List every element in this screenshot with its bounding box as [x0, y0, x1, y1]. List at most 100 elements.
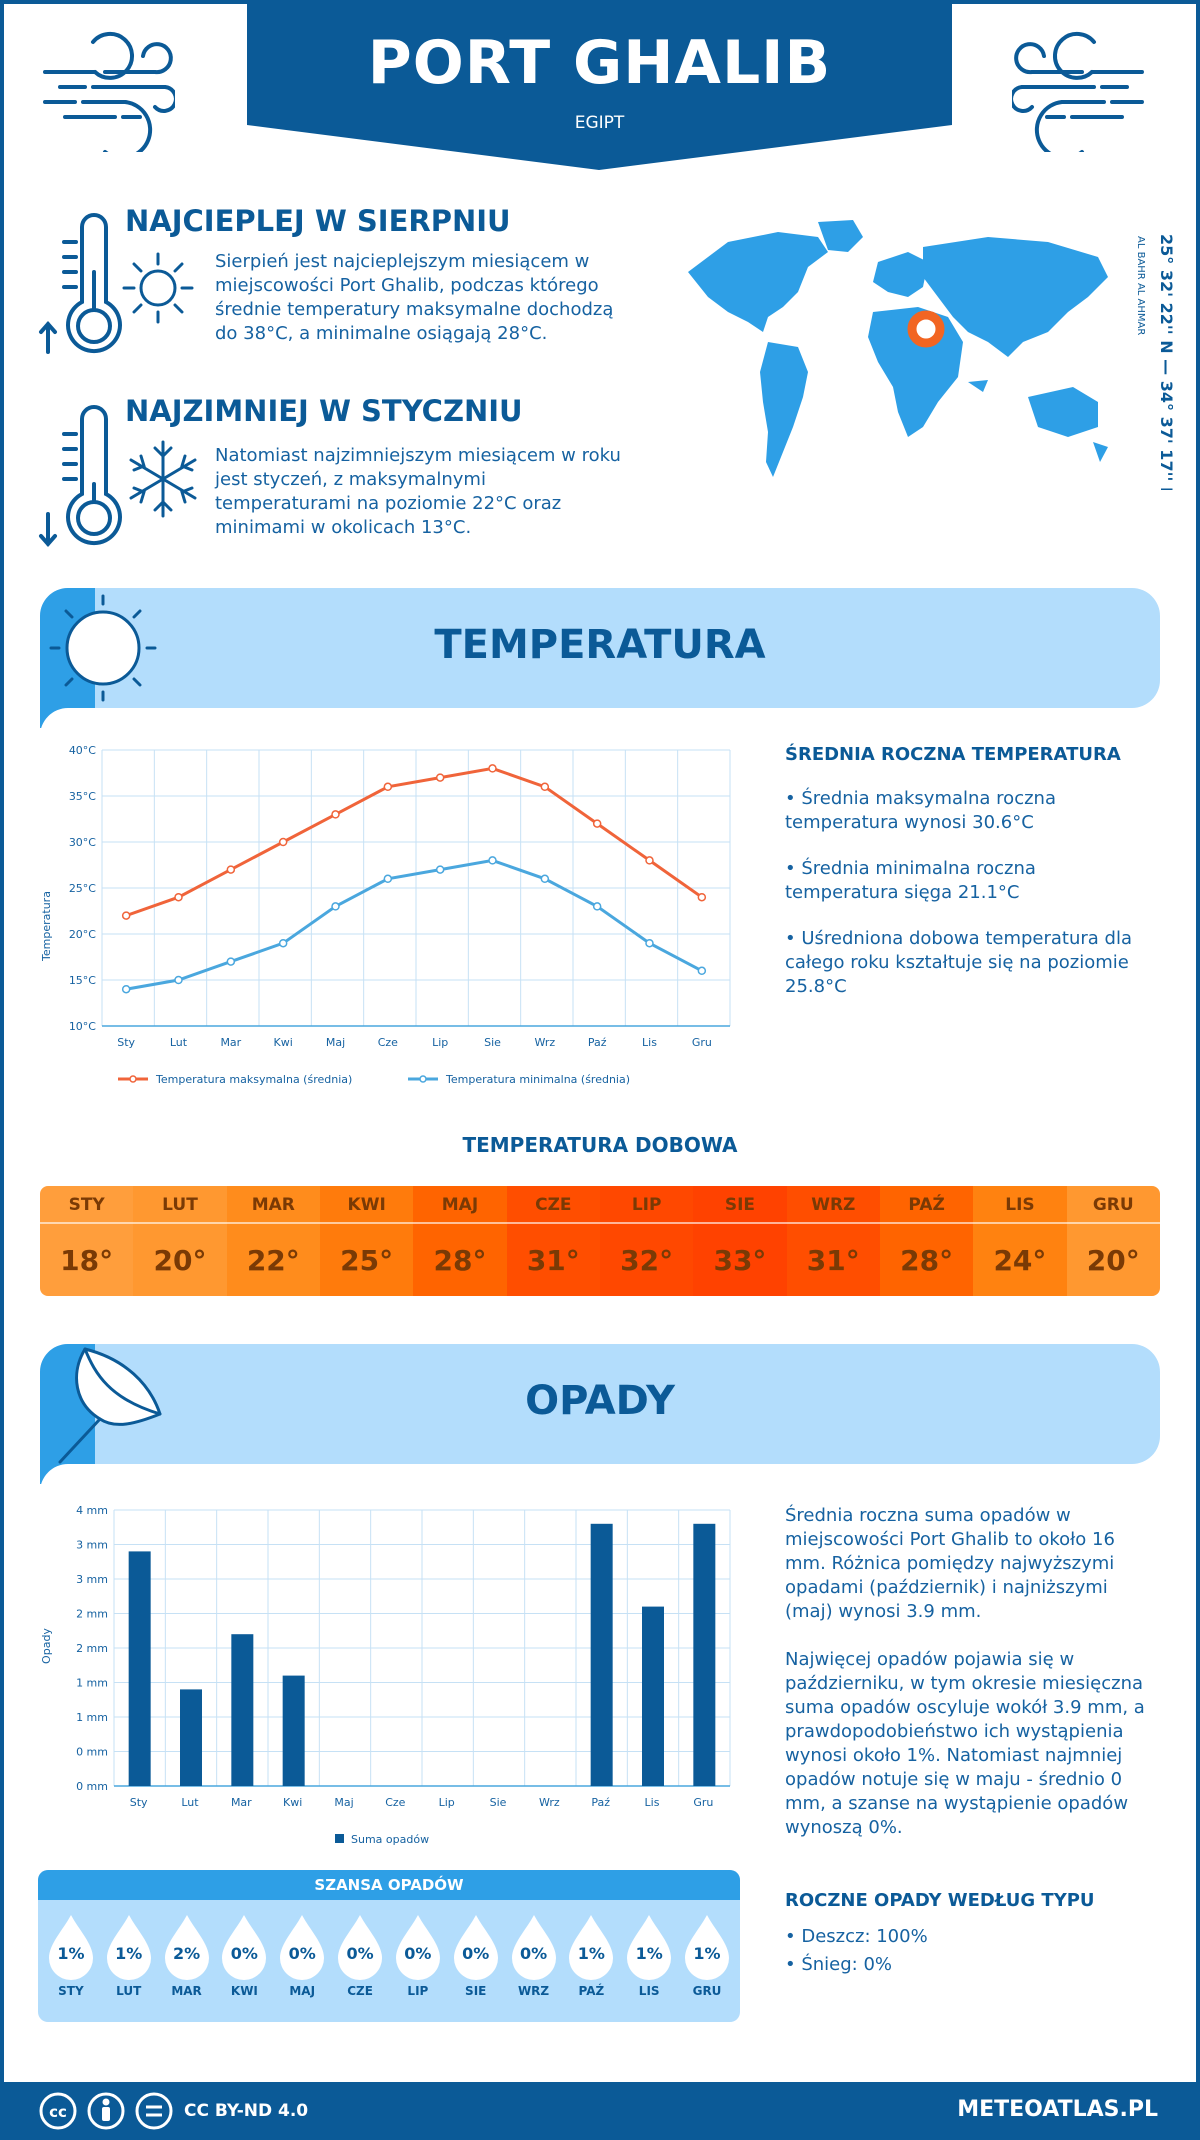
prec-x-tick: Sty	[130, 1796, 148, 1809]
legend-label: Suma opadów	[351, 1833, 429, 1846]
prec-x-tick: Lut	[181, 1796, 199, 1809]
daily-temp-month: LUT	[133, 1186, 227, 1224]
temperature-y-axis-label: Temperatura	[40, 891, 53, 962]
temp-point	[488, 856, 497, 865]
temp-point	[435, 865, 445, 874]
daily-temp-value: 24°	[993, 1243, 1047, 1277]
temp-point	[331, 902, 340, 911]
sun-icon	[122, 252, 194, 324]
max-temp-bullet: • Średnia maksymalna roczna temperatura …	[785, 788, 1056, 833]
daily-temp-month: LIP	[599, 1186, 694, 1224]
raindrop-icon	[685, 1915, 730, 1980]
attribution-icon	[87, 2092, 125, 2130]
site-link[interactable]: METEOATLAS.PL	[957, 2097, 1158, 2122]
daily-temperature-title: TEMPERATURA DOBOWA	[462, 1133, 738, 1157]
snowflake-icon	[129, 440, 197, 518]
temp-point	[174, 892, 183, 902]
legend-marker	[419, 1075, 427, 1083]
temp-point	[121, 984, 131, 994]
region-label: AL BAHR AL AHMAR	[1135, 236, 1146, 335]
chance-item: 0% CZE	[332, 1912, 388, 1998]
coldest-text: Natomiast najzimniejszym miesiącem w rok…	[215, 445, 621, 538]
raindrop-icon	[511, 1915, 556, 1980]
prec-x-tick: Lis	[645, 1796, 660, 1809]
daily-temp-cell: WRZ 31°	[786, 1186, 880, 1296]
raindrop-icon	[453, 1915, 498, 1980]
hottest-text: Sierpień jest najcieplejszym miesiącem w…	[215, 251, 614, 344]
temp-x-tick: Lut	[170, 1036, 188, 1049]
prec-bar	[693, 1523, 716, 1786]
prec-y-tick: 3 mm	[76, 1539, 108, 1552]
daily-temp-month: PAŹ	[879, 1186, 974, 1224]
daily-temp-value: 20°	[1086, 1243, 1140, 1277]
daily-temp-month: CZE	[506, 1186, 600, 1224]
chance-item: 1% PAŹ	[563, 1912, 619, 1998]
temp-point	[226, 957, 236, 966]
snow-share: • Śnieg: 0%	[785, 1954, 893, 1975]
chance-item: 2% MAR	[159, 1912, 215, 1998]
chance-value: 2%	[172, 1944, 201, 1963]
daily-temp-cell: LIS 24°	[973, 1186, 1067, 1296]
temp-point	[592, 819, 602, 828]
precipitation-types-heading: ROCZNE OPADY WEDŁUG TYPU	[785, 1890, 1095, 1911]
min-temp-bullet: • Średnia minimalna roczna temperatura s…	[785, 858, 1036, 903]
chance-value: 1%	[693, 1944, 721, 1963]
prec-x-tick: Wrz	[539, 1796, 560, 1809]
chance-item: 0% MAJ	[274, 1912, 330, 1998]
daily-temp-cell: MAR 22°	[226, 1186, 320, 1296]
legend-marker	[129, 1075, 137, 1083]
daily-temp-cell: PAŹ 28°	[879, 1186, 974, 1296]
chance-month: GRU	[692, 1984, 722, 1998]
prec-y-tick: 2 mm	[76, 1642, 108, 1655]
rain-share: • Deszcz: 100%	[785, 1926, 928, 1947]
daily-temp-value: 31°	[526, 1243, 580, 1277]
temp-y-tick: 10°C	[69, 1020, 96, 1033]
coordinates: 25° 32' 22'' N — 34° 37' 17'' E	[1157, 234, 1173, 490]
raindrop-icon	[164, 1915, 209, 1980]
temp-x-tick: Paź	[588, 1036, 607, 1049]
prec-x-tick: Gru	[693, 1796, 713, 1809]
header-banner	[247, 0, 952, 170]
raindrop-icon	[569, 1915, 614, 1980]
prec-bar	[590, 1523, 613, 1786]
daily-temp-value: 22°	[246, 1243, 300, 1277]
prec-bar	[180, 1689, 202, 1786]
daily-temp-month: GRU	[1066, 1186, 1160, 1224]
precipitation-chart: Opady 0 mm 0 mm 1 mm 1 mm 2 mm 2 mm 3 mm 3 mm 4 …	[40, 1504, 731, 1846]
chance-month: LIP	[407, 1984, 429, 1998]
chance-value: 0%	[519, 1944, 548, 1963]
temp-x-tick: Lip	[432, 1036, 448, 1049]
prec-x-tick: Mar	[231, 1796, 252, 1809]
wind-icon-left	[43, 31, 175, 152]
temp-x-tick: Maj	[326, 1036, 345, 1049]
daily-temp-month: KWI	[319, 1186, 414, 1224]
temp-point	[592, 902, 602, 911]
raindrop-icon	[48, 1915, 93, 1980]
daily-temp-month: SIE	[693, 1186, 787, 1224]
temp-point	[278, 837, 288, 847]
raindrop-icon	[222, 1915, 267, 1980]
license-icons: cc	[39, 2092, 173, 2130]
precipitation-types: ROCZNE OPADY WEDŁUG TYPU • Deszcz: 100% …	[785, 1890, 1160, 1977]
chance-value: 1%	[635, 1944, 663, 1963]
prec-x-tick: Maj	[334, 1796, 353, 1809]
daily-temp-cell: SIE 33°	[693, 1186, 787, 1296]
prec-y-tick: 0 mm	[76, 1746, 108, 1759]
coldest-heading: NAJZIMNIEJ W STYCZNIU	[125, 394, 523, 428]
prec-y-tick: 0 mm	[76, 1780, 108, 1793]
daily-temp-cell: CZE 31°	[506, 1186, 600, 1296]
temp-point	[697, 966, 707, 976]
daily-temp-month: WRZ	[786, 1186, 880, 1224]
raindrop-icon	[627, 1915, 672, 1980]
chance-month: MAJ	[289, 1984, 316, 1998]
daily-temp-value: 28°	[900, 1243, 954, 1277]
prec-y-tick: 2 mm	[76, 1608, 108, 1621]
temp-point	[226, 865, 236, 874]
chance-month: PAŹ	[578, 1984, 605, 1998]
chance-month: MAR	[171, 1984, 202, 1998]
daily-temp-month: MAJ	[413, 1186, 507, 1224]
temp-point	[435, 773, 445, 782]
avg-temp-bullet: • Uśredniona dobowa temperatura dla całe…	[785, 928, 1133, 997]
temp-point	[540, 782, 550, 792]
location-marker-icon	[907, 310, 945, 348]
